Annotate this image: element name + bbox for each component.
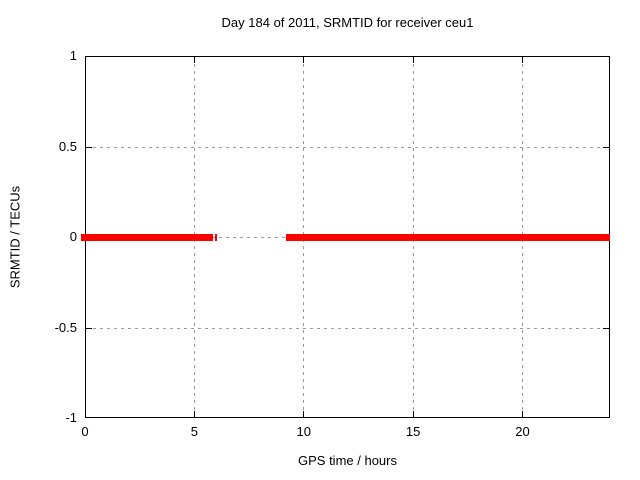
y-gridline: [86, 327, 609, 329]
x-tick-label: 5: [190, 424, 198, 439]
x-tick-bottom: [412, 411, 414, 417]
y-tick-label: 1: [69, 48, 77, 63]
y-tick-right: [603, 146, 609, 148]
y-tick-label: -0.5: [54, 319, 77, 335]
x-tick-label: 20: [515, 424, 530, 439]
x-tick-bottom: [522, 411, 523, 417]
x-tick-top: [412, 57, 414, 63]
y-tick-label: 0: [69, 229, 77, 244]
y-tick-right: [603, 327, 609, 329]
series-segment: [286, 233, 610, 241]
y-tick-label: 0.5: [58, 138, 77, 154]
series-segment: [81, 233, 213, 241]
x-tick-label: 15: [405, 424, 421, 439]
y-gridline: [86, 146, 609, 148]
y-tick-left: [86, 146, 92, 148]
x-tick-top: [303, 57, 305, 63]
y-tick-left: [86, 327, 92, 329]
x-axis-label: GPS time / hours: [298, 453, 397, 468]
series-segment: [214, 233, 218, 241]
chart-title: Day 184 of 2011, SRMTID for receiver ceu…: [221, 15, 474, 30]
x-tick-bottom: [193, 411, 195, 417]
x-tick-top: [522, 57, 523, 63]
x-tick-top: [193, 57, 195, 63]
x-tick-label: 10: [296, 424, 311, 439]
y-tick-label: -1: [65, 410, 77, 425]
x-tick-bottom: [303, 411, 305, 417]
x-tick-label: 0: [81, 424, 89, 439]
